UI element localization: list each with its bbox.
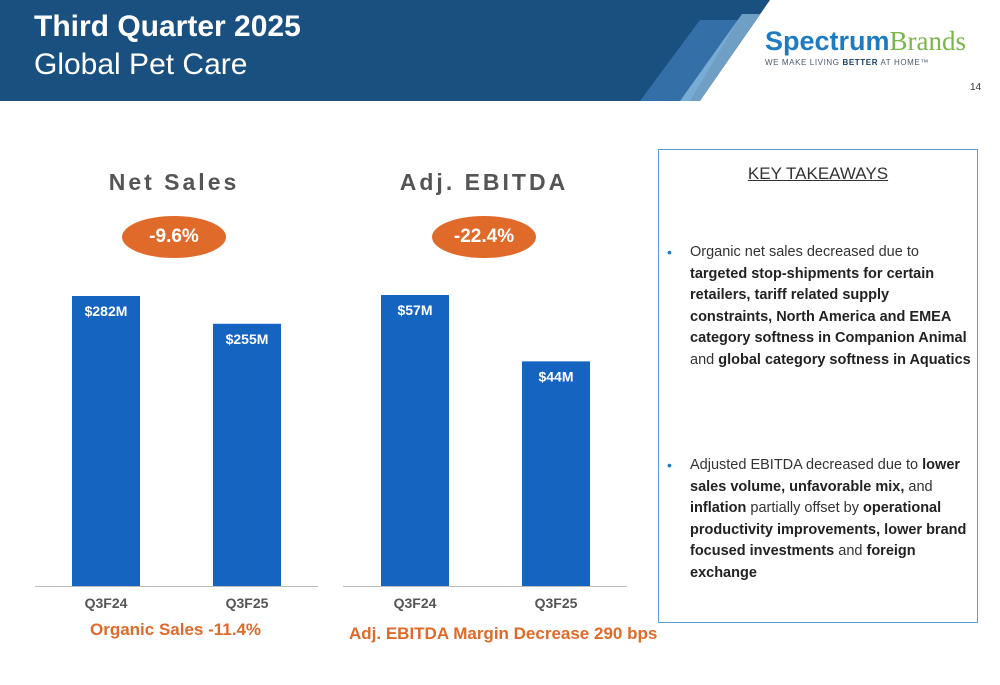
key-takeaways-heading: KEY TAKEAWAYS <box>747 164 889 183</box>
bar-data-label: $255M <box>226 331 269 347</box>
bar-data-label: $282M <box>85 303 128 319</box>
takeaway-text-1: Organic net sales decreased due to targe… <box>690 242 975 371</box>
x-tick-label: Q3F25 <box>535 595 578 611</box>
takeaway-text-2: Adjusted EBITDA decreased due to lower s… <box>690 455 975 584</box>
bullet-marker: • <box>667 244 672 260</box>
logo-name-part1: Spectrum <box>765 26 890 56</box>
takeaway-run: Organic net sales decreased due to <box>690 244 919 260</box>
bar-q3f24 <box>72 296 140 586</box>
takeaway-run: inflation <box>690 500 747 516</box>
bar-q3f25 <box>213 323 281 586</box>
takeaway-run: and <box>834 543 867 559</box>
x-tick-label: Q3F24 <box>394 595 437 611</box>
takeaway-run: global category softness in Aquatics <box>718 351 971 368</box>
takeaway-run: targeted stop-shipments for certain reta… <box>690 265 967 347</box>
slide-title: Third Quarter 2025 <box>34 10 301 43</box>
takeaway-bullet-1: • Organic net sales decreased due to tar… <box>667 242 972 392</box>
logo-background <box>640 0 1000 101</box>
x-tick-label: Q3F24 <box>85 595 128 611</box>
takeaway-run: partially offset by <box>746 500 863 516</box>
takeaway-run: operational productivity improvements, l… <box>690 500 967 559</box>
adj-ebitda-change-badge: -22.4% <box>432 216 536 258</box>
logo-name-part2: Brands <box>889 26 967 56</box>
bar-data-label: $44M <box>538 368 573 384</box>
slide-header: Third Quarter 2025 Global Pet Care Spect… <box>0 0 1000 101</box>
bullet-marker: • <box>667 457 672 473</box>
takeaway-run: and <box>904 478 933 495</box>
slide-subtitle: Global Pet Care <box>34 48 248 81</box>
takeaway-run: lower sales volume, unfavorable mix, <box>690 457 961 495</box>
bar-data-label: $57M <box>397 302 432 318</box>
logo-tagline: WE MAKE LIVING BETTER AT HOME™ <box>765 58 929 67</box>
takeaway-bullet-2: • Adjusted EBITDA decreased due to lower… <box>667 455 972 605</box>
chart-title-adj-ebitda: Adj. EBITDA <box>399 169 569 195</box>
net-sales-change-badge: -9.6% <box>122 216 226 258</box>
x-tick-label: Q3F25 <box>226 595 269 611</box>
bar-q3f24 <box>381 295 449 586</box>
takeaway-run: foreign exchange <box>690 543 916 581</box>
chart-title-net-sales: Net Sales <box>108 169 240 195</box>
key-takeaways-panel: KEY TAKEAWAYS • Organic net sales decrea… <box>658 149 978 623</box>
ebitda-margin-note: Adj. EBITDA Margin Decrease 290 bps <box>349 624 658 643</box>
takeaway-run: and <box>690 351 719 368</box>
takeaway-run: Adjusted EBITDA decreased due to <box>690 457 923 473</box>
organic-sales-note: Organic Sales -11.4% <box>90 620 262 639</box>
page-number: 14 <box>970 82 982 93</box>
bar-q3f25 <box>522 361 590 586</box>
company-logo: SpectrumBrands WE MAKE LIVING BETTER AT … <box>765 26 975 76</box>
